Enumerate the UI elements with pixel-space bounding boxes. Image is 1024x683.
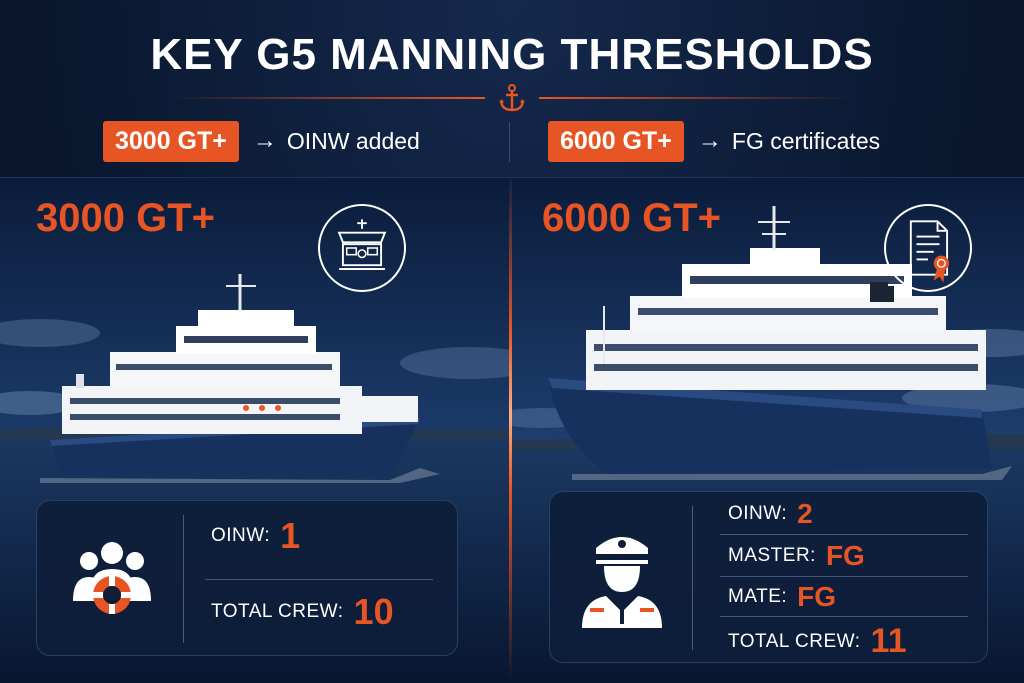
crew-lifebuoy-icon bbox=[73, 542, 151, 614]
summary-6000: 6000 GT+ → FG certificates bbox=[548, 120, 880, 162]
card-divider bbox=[692, 506, 693, 650]
oinw-value: 1 bbox=[280, 515, 301, 556]
row-separator bbox=[720, 616, 968, 617]
master-label: MASTER: bbox=[728, 545, 816, 566]
header-separator bbox=[0, 177, 1024, 178]
ferry-ship-3000 bbox=[50, 274, 420, 476]
summary-text-6000: FG certificates bbox=[731, 127, 881, 154]
crew-card-6000: OINW: 2 MASTER: FG MATE: FG TOTAL CREW: … bbox=[549, 491, 988, 663]
arrow-right-icon: → bbox=[697, 127, 722, 154]
total-crew-label: TOTAL CREW: bbox=[728, 630, 861, 652]
title-rule-left bbox=[170, 97, 485, 99]
title-rule-right bbox=[539, 97, 854, 99]
threshold-badge-6000: 6000 GT+ bbox=[548, 120, 684, 162]
total-crew-label: TOTAL CREW: bbox=[211, 601, 344, 622]
anchor-icon bbox=[499, 84, 525, 112]
total-crew-value: 11 bbox=[870, 622, 907, 660]
total-crew-row: TOTAL CREW: 11 bbox=[728, 622, 907, 661]
panel-6000: 6000 GT+ bbox=[512, 178, 1024, 683]
card-divider bbox=[183, 515, 184, 643]
mate-label: MATE: bbox=[728, 586, 788, 607]
threshold-heading-6000: 6000 GT+ bbox=[542, 196, 722, 240]
ship-officer-icon bbox=[582, 537, 662, 628]
header-divider bbox=[509, 122, 510, 162]
summary-3000: 3000 GT+ → OINW added bbox=[103, 120, 420, 162]
row-separator bbox=[720, 576, 968, 577]
master-value: FG bbox=[825, 540, 865, 571]
threshold-heading-3000: 3000 GT+ bbox=[36, 196, 216, 240]
ship-bridge-icon bbox=[318, 204, 406, 292]
oinw-row: OINW: 2 bbox=[728, 498, 813, 530]
row-separator bbox=[720, 534, 968, 535]
oinw-label: OINW: bbox=[728, 503, 788, 524]
center-divider bbox=[509, 178, 512, 683]
oinw-label: OINW: bbox=[211, 525, 271, 546]
ferry-ship-6000 bbox=[548, 206, 992, 474]
page-title: KEY G5 MANNING THRESHOLDS bbox=[150, 30, 874, 79]
row-separator bbox=[205, 579, 433, 580]
crew-card-3000: OINW: 1 TOTAL CREW: 10 bbox=[36, 500, 458, 656]
summary-text-3000: OINW added bbox=[286, 127, 420, 154]
threshold-badge-3000: 3000 GT+ bbox=[103, 120, 239, 162]
arrow-right-icon: → bbox=[252, 127, 277, 154]
master-row: MASTER: FG bbox=[728, 540, 865, 572]
panel-3000: 3000 GT+ O bbox=[0, 178, 510, 683]
oinw-value: 2 bbox=[797, 498, 813, 529]
mate-value: FG bbox=[797, 581, 837, 612]
total-crew-row: TOTAL CREW: 10 bbox=[211, 591, 394, 633]
certificate-icon bbox=[884, 204, 972, 292]
total-crew-value: 10 bbox=[353, 591, 394, 632]
oinw-row: OINW: 1 bbox=[211, 515, 300, 557]
mate-row: MATE: FG bbox=[728, 581, 836, 613]
